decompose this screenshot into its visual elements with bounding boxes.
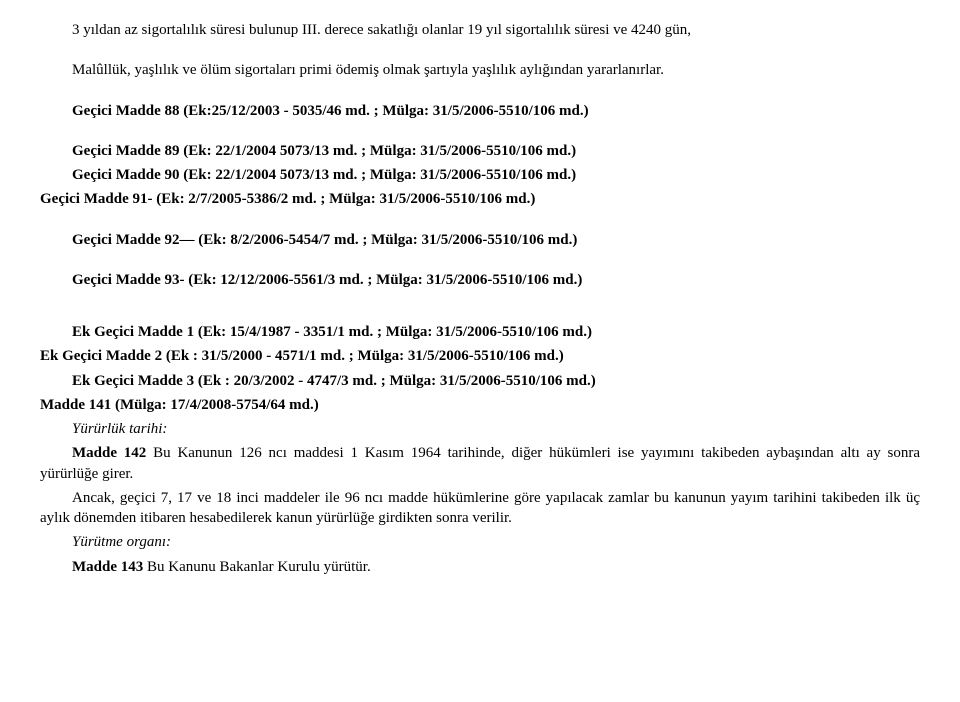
yurutme-organi: Yürütme organı: (40, 532, 920, 552)
ek-madde-2: Ek Geçici Madde 2 (Ek : 31/5/2000 - 4571… (40, 346, 920, 366)
ek-madde-1: Ek Geçici Madde 1 (Ek: 15/4/1987 - 3351/… (40, 322, 920, 342)
paragraph: 3 yıldan az sigortalılık süresi bulunup … (40, 20, 920, 40)
madde-88: Geçici Madde 88 (Ek:25/12/2003 - 5035/46… (40, 101, 920, 121)
madde-143-body: Bu Kanunu Bakanlar Kurulu yürütür. (147, 559, 371, 575)
madde-142-body: Bu Kanunun 126 ncı maddesi 1 Kasım 1964 … (40, 445, 920, 481)
madde-90: Geçici Madde 90 (Ek: 22/1/2004 5073/13 m… (40, 165, 920, 185)
ek-madde-3: Ek Geçici Madde 3 (Ek : 20/3/2002 - 4747… (40, 371, 920, 391)
yururluk-tarihi: Yürürlük tarihi: (40, 419, 920, 439)
madde-141: Madde 141 (Mülga: 17/4/2008-5754/64 md.) (40, 395, 920, 415)
madde-142-lead: Madde 142 (72, 445, 153, 461)
madde-142: Madde 142 Bu Kanunun 126 ncı maddesi 1 K… (40, 443, 920, 484)
madde-93: Geçici Madde 93- (Ek: 12/12/2006-5561/3 … (40, 270, 920, 290)
paragraph-ancak: Ancak, geçici 7, 17 ve 18 inci maddeler … (40, 488, 920, 529)
madde-92: Geçici Madde 92— (Ek: 8/2/2006-5454/7 md… (40, 230, 920, 250)
madde-143: Madde 143 Bu Kanunu Bakanlar Kurulu yürü… (40, 557, 920, 577)
madde-89: Geçici Madde 89 (Ek: 22/1/2004 5073/13 m… (40, 141, 920, 161)
paragraph: Malûllük, yaşlılık ve ölüm sigortaları p… (40, 60, 920, 80)
madde-91: Geçici Madde 91- (Ek: 2/7/2005-5386/2 md… (40, 189, 920, 209)
madde-143-lead: Madde 143 (72, 559, 147, 575)
